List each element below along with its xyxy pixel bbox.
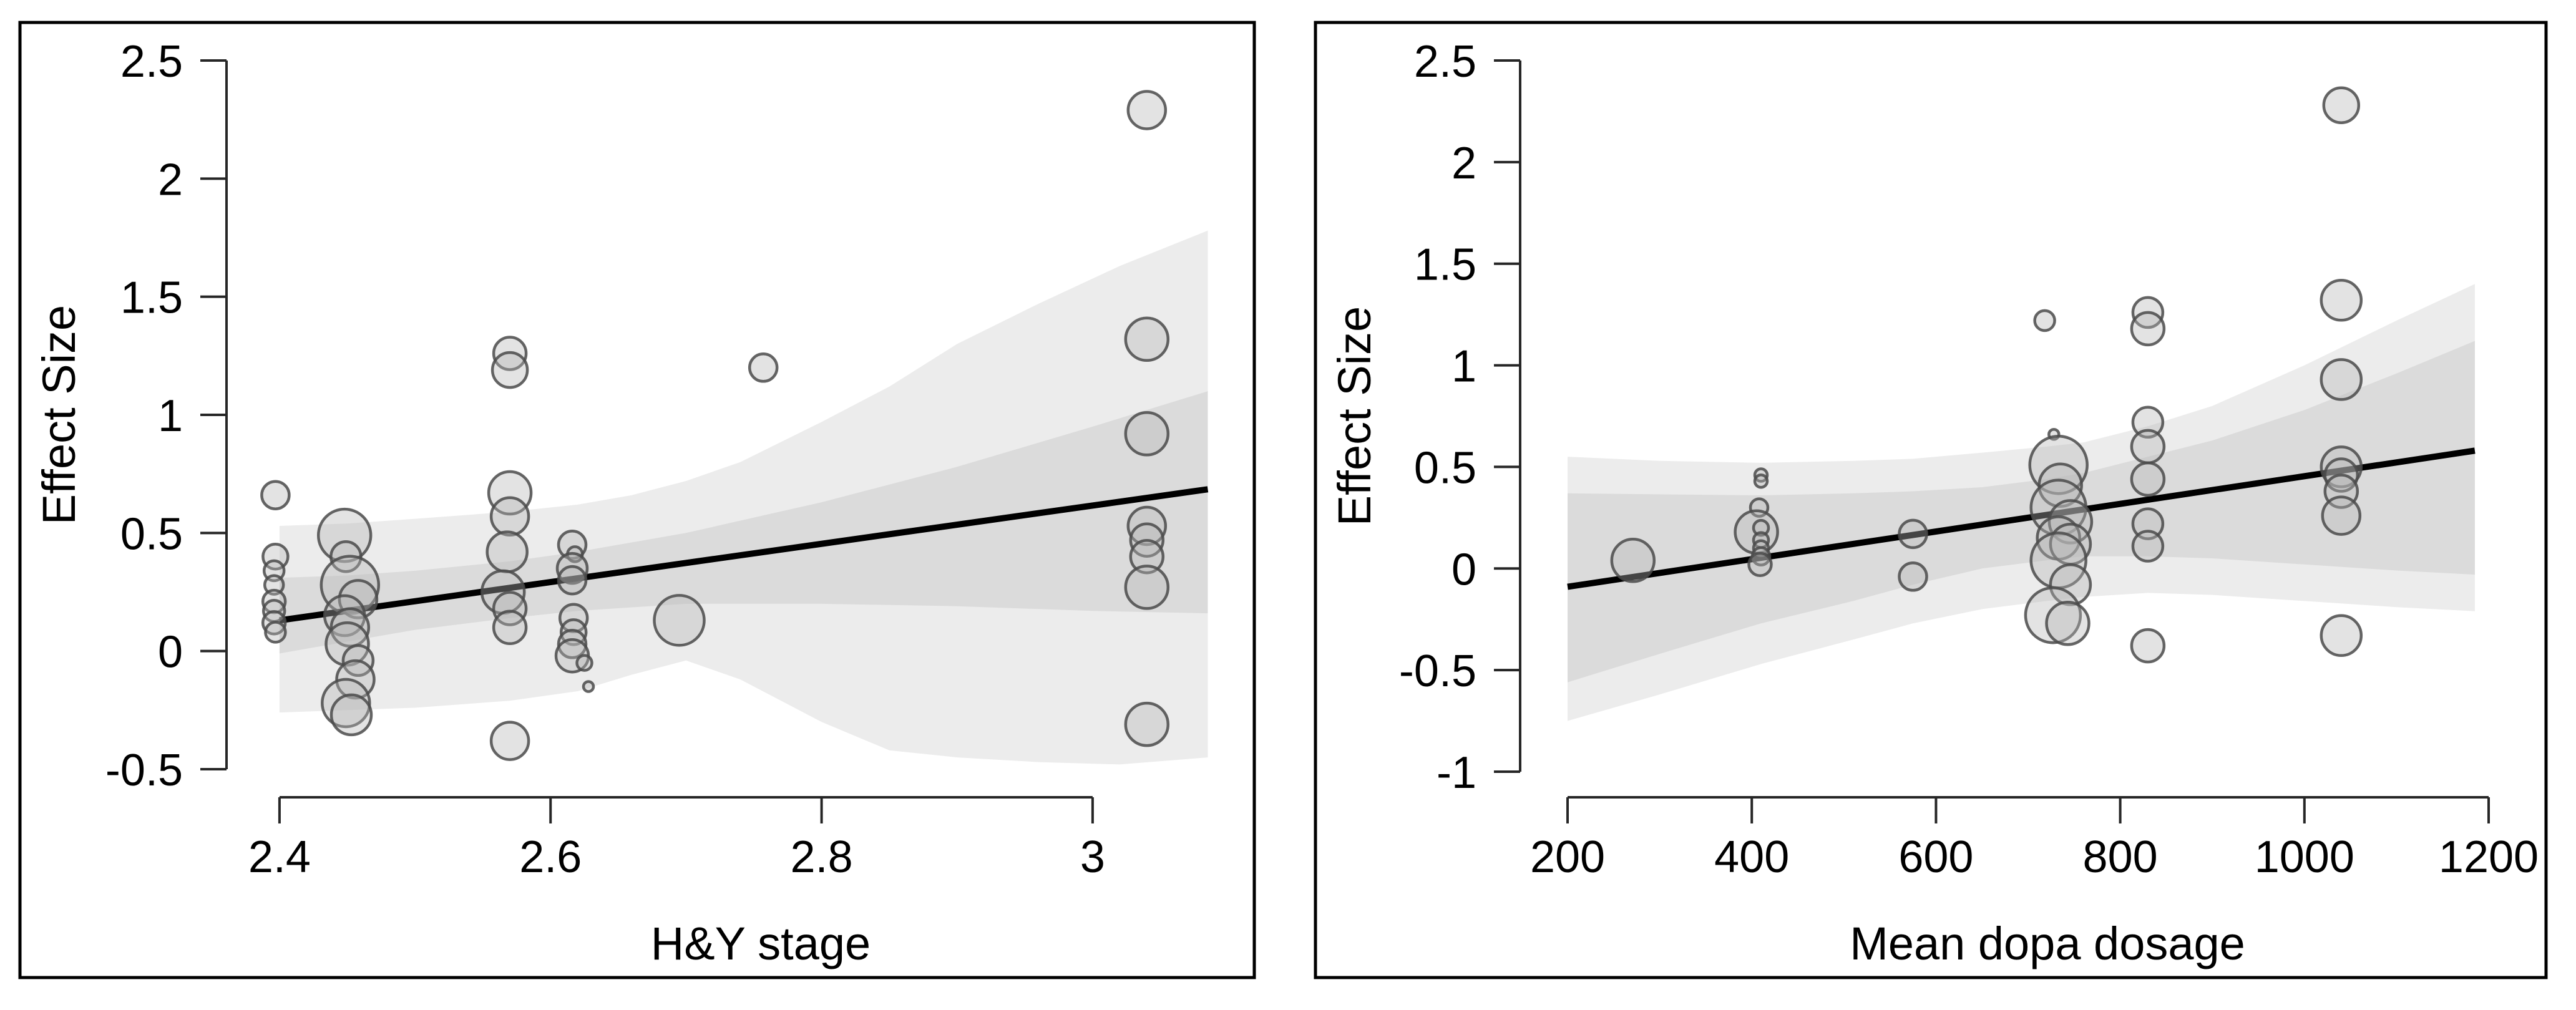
confidence-band [1568, 341, 2475, 682]
study-bubble [324, 621, 370, 667]
y-tick-label: 1 [1451, 342, 1476, 392]
study-bubble [582, 680, 595, 693]
y-tick-label: 0.5 [120, 509, 183, 559]
x-tick-label: 2.4 [248, 832, 311, 882]
study-bubble [1753, 473, 1769, 489]
study-bubble [2130, 311, 2166, 347]
study-bubble [264, 621, 287, 644]
study-bubble [263, 574, 285, 596]
study-bubble [329, 693, 373, 737]
study-bubble [321, 677, 371, 729]
y-tick-label: -0.5 [1399, 646, 1476, 696]
study-bubble [558, 603, 589, 633]
study-bubble [1898, 561, 1928, 592]
study-bubble [653, 594, 706, 647]
study-bubble [557, 530, 588, 560]
y-tick-label: 2 [158, 155, 183, 205]
y-tick-label: -0.5 [105, 745, 183, 795]
study-bubble [2131, 530, 2165, 563]
x-axis-title: H&Y stage [651, 918, 871, 969]
study-bubble [1124, 701, 1170, 747]
study-bubble [557, 565, 588, 596]
study-bubble [485, 530, 529, 573]
study-bubble [748, 352, 779, 383]
y-axis-title: Effect Size [33, 305, 85, 525]
x-tick-label: 2.6 [519, 832, 582, 882]
study-bubble [1747, 551, 1773, 578]
study-bubble [1610, 538, 1656, 583]
study-bubble [2045, 600, 2091, 646]
study-bubble [1126, 90, 1168, 130]
x-tick-label: 2.8 [791, 832, 853, 882]
y-tick-label: 0 [158, 628, 183, 677]
x-tick-label: 400 [1714, 832, 1789, 882]
study-bubble [2037, 462, 2083, 508]
study-bubble [559, 618, 588, 646]
study-bubble [2320, 279, 2363, 322]
x-tick-label: 800 [2083, 832, 2158, 882]
study-bubble [489, 496, 530, 537]
study-bubble [1752, 518, 1770, 537]
study-bubble [2131, 507, 2165, 540]
study-bubble [2130, 461, 2166, 497]
y-tick-label: 1 [158, 391, 183, 441]
study-bubble [329, 607, 371, 648]
study-bubble [2322, 86, 2361, 124]
prediction-band [279, 230, 1208, 765]
study-bubble [557, 629, 588, 659]
x-axis: 2.4 2.6 2.8 3 [248, 796, 1105, 882]
x-axis-title: Mean dopa dosage [1850, 918, 2245, 969]
x-tick-label: 200 [1530, 832, 1605, 882]
regression-line [279, 486, 1209, 624]
study-bubble [2320, 358, 2363, 401]
study-bubble [1898, 518, 1928, 550]
y-tick-label: -1 [1437, 748, 1476, 798]
study-bubble [2321, 495, 2362, 536]
study-bubbles [260, 90, 1170, 761]
study-bubble [1124, 565, 1170, 610]
study-bubble [2130, 628, 2166, 664]
y-tick-label: 2.5 [1414, 37, 1476, 87]
study-bubble [1124, 316, 1170, 362]
x-axis: 200 400 600 800 1000 1200 [1530, 796, 2539, 882]
study-bubble [2033, 309, 2056, 333]
study-bubble [492, 609, 528, 646]
study-bubble [1129, 538, 1165, 575]
chart-dopa-dosage: 2.5 2 1.5 1 0.5 0 -0.5 -1 200 400 600 800 1000 1200 Me… [1314, 21, 2548, 979]
study-bubble [260, 480, 291, 510]
study-bubble [2320, 614, 2363, 658]
y-tick-label: 2 [1451, 138, 1476, 188]
study-bubbles [1610, 86, 2363, 664]
study-bubble [489, 721, 530, 761]
panel-border [1314, 21, 2548, 979]
study-bubble [2130, 429, 2166, 465]
study-bubble [2131, 405, 2165, 439]
x-tick-label: 1000 [2255, 832, 2354, 882]
y-tick-label: 1.5 [1414, 240, 1476, 290]
y-axis: 2.5 2 1.5 1 0.5 0 -0.5 -1 [1399, 37, 1521, 798]
study-bubble [2049, 563, 2092, 606]
y-tick-label: 0 [1451, 545, 1476, 595]
study-bubble [490, 351, 529, 389]
panel-border [18, 21, 1256, 979]
chart-hy-stage: 2.5 2 1.5 1 0.5 0 -0.5 2.4 2.6 2.8 3 H&Y stage Effec… [18, 21, 1256, 979]
study-bubble [1124, 411, 1170, 457]
x-tick-label: 1200 [2439, 832, 2539, 882]
y-tick-label: 2.5 [120, 37, 183, 87]
y-axis-title: Effect Size [1329, 306, 1380, 526]
study-bubble [1126, 505, 1168, 546]
y-axis: 2.5 2 1.5 1 0.5 0 -0.5 [105, 37, 228, 795]
study-bubble [575, 654, 593, 672]
study-bubble [487, 470, 533, 516]
y-tick-label: 1.5 [120, 273, 183, 323]
x-tick-label: 600 [1898, 832, 1973, 882]
x-tick-label: 3 [1080, 832, 1105, 882]
y-tick-label: 0.5 [1414, 443, 1476, 493]
study-bubble [555, 551, 589, 585]
study-bubble [492, 591, 528, 626]
